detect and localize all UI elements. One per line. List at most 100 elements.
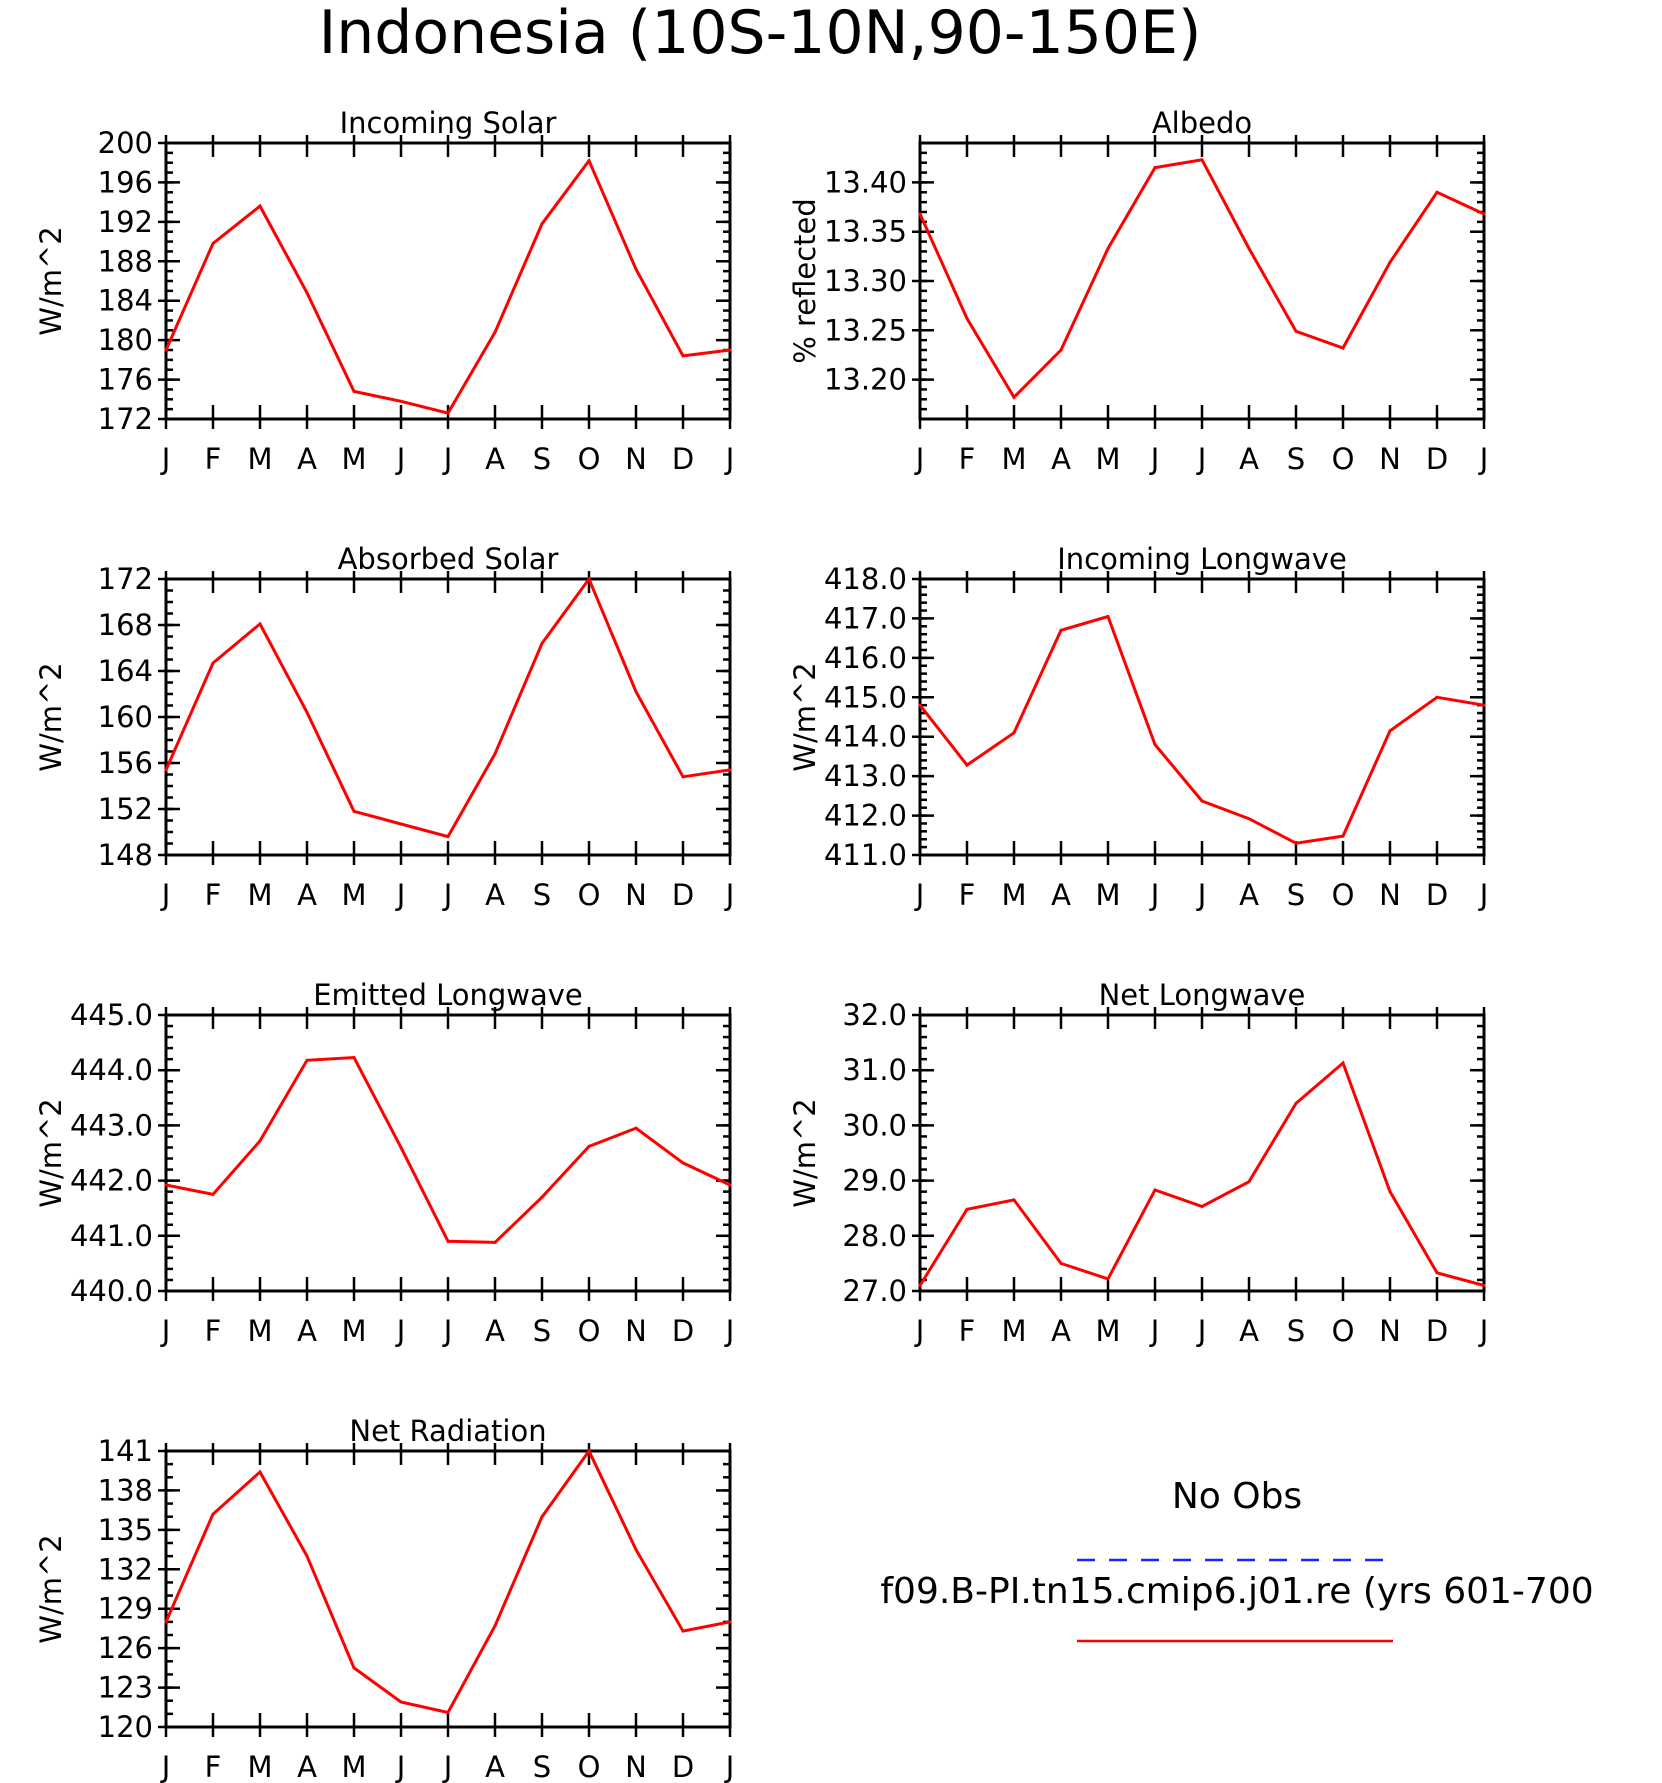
data-point [1200, 799, 1204, 803]
x-tick-label: O [578, 1314, 601, 1348]
data-point [681, 775, 685, 779]
chart-panels: Incoming Solar W/m^2 172 176 180 184 188 192 196… [34, 106, 1488, 1783]
x-tick-label: M [247, 442, 272, 476]
data-point [305, 1554, 309, 1558]
x-tick-label: J [1478, 878, 1489, 912]
data-point [1341, 834, 1345, 838]
y-tick-label: 168 [98, 608, 153, 642]
series-line [164, 157, 731, 415]
x-tick-label: J [1196, 878, 1207, 912]
x-tick-label: D [1426, 1314, 1448, 1348]
x-tick-label: D [672, 1750, 694, 1783]
data-point [540, 1515, 544, 1519]
data-point [634, 267, 638, 271]
y-tick-label: 412.0 [824, 799, 907, 833]
x-tick-label: A [1239, 1314, 1259, 1348]
y-tick-label: 13.20 [824, 363, 907, 397]
y-axis-label: W/m^2 [34, 1098, 68, 1207]
data-point [1200, 158, 1204, 162]
chart-panel: Net Longwave W/m^2 27.0 28.0 29.0 30.0 31.0 32.… [788, 978, 1488, 1348]
y-tick-label: 415.0 [824, 680, 907, 714]
x-tick-label: O [578, 1750, 601, 1783]
data-point [164, 1620, 168, 1624]
data-point [1153, 1188, 1157, 1192]
x-tick-label: A [1239, 442, 1259, 476]
y-tick-label: 29.0 [842, 1164, 907, 1198]
y-tick-label: 441.0 [70, 1219, 153, 1253]
panel-title: Incoming Solar [340, 106, 557, 140]
data-point [634, 690, 638, 694]
y-tick-label: 135 [98, 1513, 153, 1547]
x-tick-label: F [959, 878, 976, 912]
y-tick-label: 176 [98, 363, 153, 397]
series-line [164, 575, 731, 839]
data-point [1012, 731, 1016, 735]
data-point [728, 348, 732, 352]
data-point [1106, 614, 1110, 618]
x-tick-label: N [1379, 878, 1401, 912]
data-point [1294, 329, 1298, 333]
data-point [1294, 1101, 1298, 1105]
x-tick-label: A [297, 1750, 317, 1783]
data-point [1106, 1277, 1110, 1281]
panel-title: Incoming Longwave [1057, 542, 1347, 576]
data-point [352, 809, 356, 813]
series-line [165, 1055, 731, 1244]
data-point [728, 768, 732, 772]
x-tick-label: A [485, 442, 505, 476]
x-tick-label: J [160, 878, 171, 912]
chart-panel: Net Radiation W/m^2 120 123 126 129 132 135 138 1… [34, 1414, 734, 1783]
x-tick-label: N [625, 442, 647, 476]
x-tick-label: D [672, 878, 694, 912]
chart-panel: Incoming Longwave W/m^2 411.0 412.0 413.0 414… [788, 542, 1488, 912]
plot-frame [918, 141, 1486, 421]
data-point [446, 835, 450, 839]
data-point [728, 1620, 732, 1624]
x-tick-label: F [205, 1314, 222, 1348]
legend: No Obs f09.B-PI.tn15.cmip6.j01.re (yrs 6… [880, 1476, 1594, 1643]
data-point [1341, 1061, 1345, 1065]
y-tick-label: 164 [98, 654, 153, 688]
x-tick-label: J [914, 442, 925, 476]
y-tick-label: 192 [98, 205, 153, 239]
chart-panel: Incoming Solar W/m^2 172 176 180 184 188 192 196… [34, 106, 734, 476]
x-tick-label: J [914, 1314, 925, 1348]
legend-label-obs: No Obs [1172, 1476, 1302, 1517]
x-tick-label: S [533, 442, 551, 476]
data-point [211, 1192, 215, 1196]
panel-title: Net Longwave [1099, 978, 1306, 1012]
data-point [211, 242, 215, 246]
x-tick-label: M [1001, 442, 1026, 476]
data-point [1388, 729, 1392, 733]
y-axis-label: W/m^2 [34, 226, 68, 335]
y-tick-label: 172 [98, 562, 153, 596]
x-tick-label: S [533, 1314, 551, 1348]
x-tick-label: J [1196, 1314, 1207, 1348]
x-tick-label: M [341, 878, 366, 912]
data-point [164, 768, 168, 772]
data-point [1294, 841, 1298, 845]
y-axis-label: W/m^2 [788, 662, 822, 771]
data-point [587, 1449, 591, 1453]
y-tick-label: 416.0 [824, 641, 907, 675]
y-tick-label: 417.0 [824, 601, 907, 635]
y-tick-label: 32.0 [842, 998, 907, 1032]
x-tick-label: J [724, 1314, 735, 1348]
data-point [1482, 703, 1486, 707]
y-tick-label: 13.35 [824, 215, 907, 249]
data-point [446, 411, 450, 415]
data-point [634, 1126, 638, 1130]
y-tick-label: 27.0 [842, 1274, 907, 1308]
x-tick-label: M [247, 1750, 272, 1783]
x-tick-label: M [247, 878, 272, 912]
legend-label-model: f09.B-PI.tn15.cmip6.j01.re (yrs 601-700 [880, 1571, 1593, 1612]
data-point [258, 1139, 262, 1143]
data-point [634, 1548, 638, 1552]
x-tick-label: S [1287, 1314, 1305, 1348]
y-tick-label: 152 [98, 792, 153, 826]
data-point [587, 577, 591, 581]
y-tick-label: 13.40 [824, 165, 907, 199]
y-tick-label: 13.30 [824, 264, 907, 298]
x-tick-label: J [160, 442, 171, 476]
